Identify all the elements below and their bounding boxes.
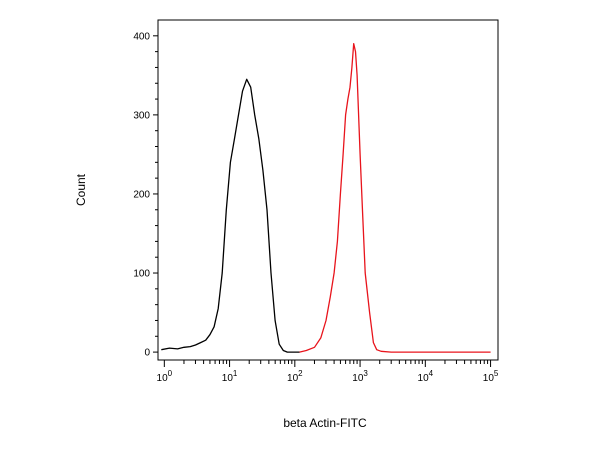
series-layer [161,43,491,353]
x-axis-title: beta Actin-FITC [283,416,367,430]
x-tick-base: 10 [287,373,299,384]
y-tick-label: 300 [133,110,150,121]
x-tick-label: 105 [483,369,499,384]
x-tick-label: 100 [157,369,173,384]
x-tick-label: 103 [352,369,368,384]
y-tick-label: 400 [133,31,150,42]
series-line-2 [299,43,491,353]
y-tick-label: 0 [144,348,150,359]
y-axis-title: Count [74,173,88,206]
x-tick-base: 10 [352,373,364,384]
x-tick-label: 104 [418,369,434,384]
x-tick-base: 10 [222,373,234,384]
series-line-1 [161,78,300,353]
x-tick-base: 10 [483,373,495,384]
y-tick-label: 100 [133,269,150,280]
x-tick-label: 101 [222,369,238,384]
y-axis: 0 100 200 300 400 [133,31,158,359]
plot-frame [157,19,499,361]
x-axis: 100 101 102 103 104 105 [157,360,499,384]
x-tick-exponent: 3 [363,369,368,378]
x-tick-exponent: 4 [429,369,434,378]
x-tick-exponent: 2 [298,369,303,378]
x-tick-exponent: 0 [168,369,173,378]
x-tick-base: 10 [157,373,169,384]
x-tick-base: 10 [418,373,430,384]
x-tick-exponent: 1 [233,369,238,378]
x-tick-exponent: 5 [494,369,499,378]
y-tick-label: 200 [133,189,150,200]
x-tick-label: 102 [287,369,303,384]
